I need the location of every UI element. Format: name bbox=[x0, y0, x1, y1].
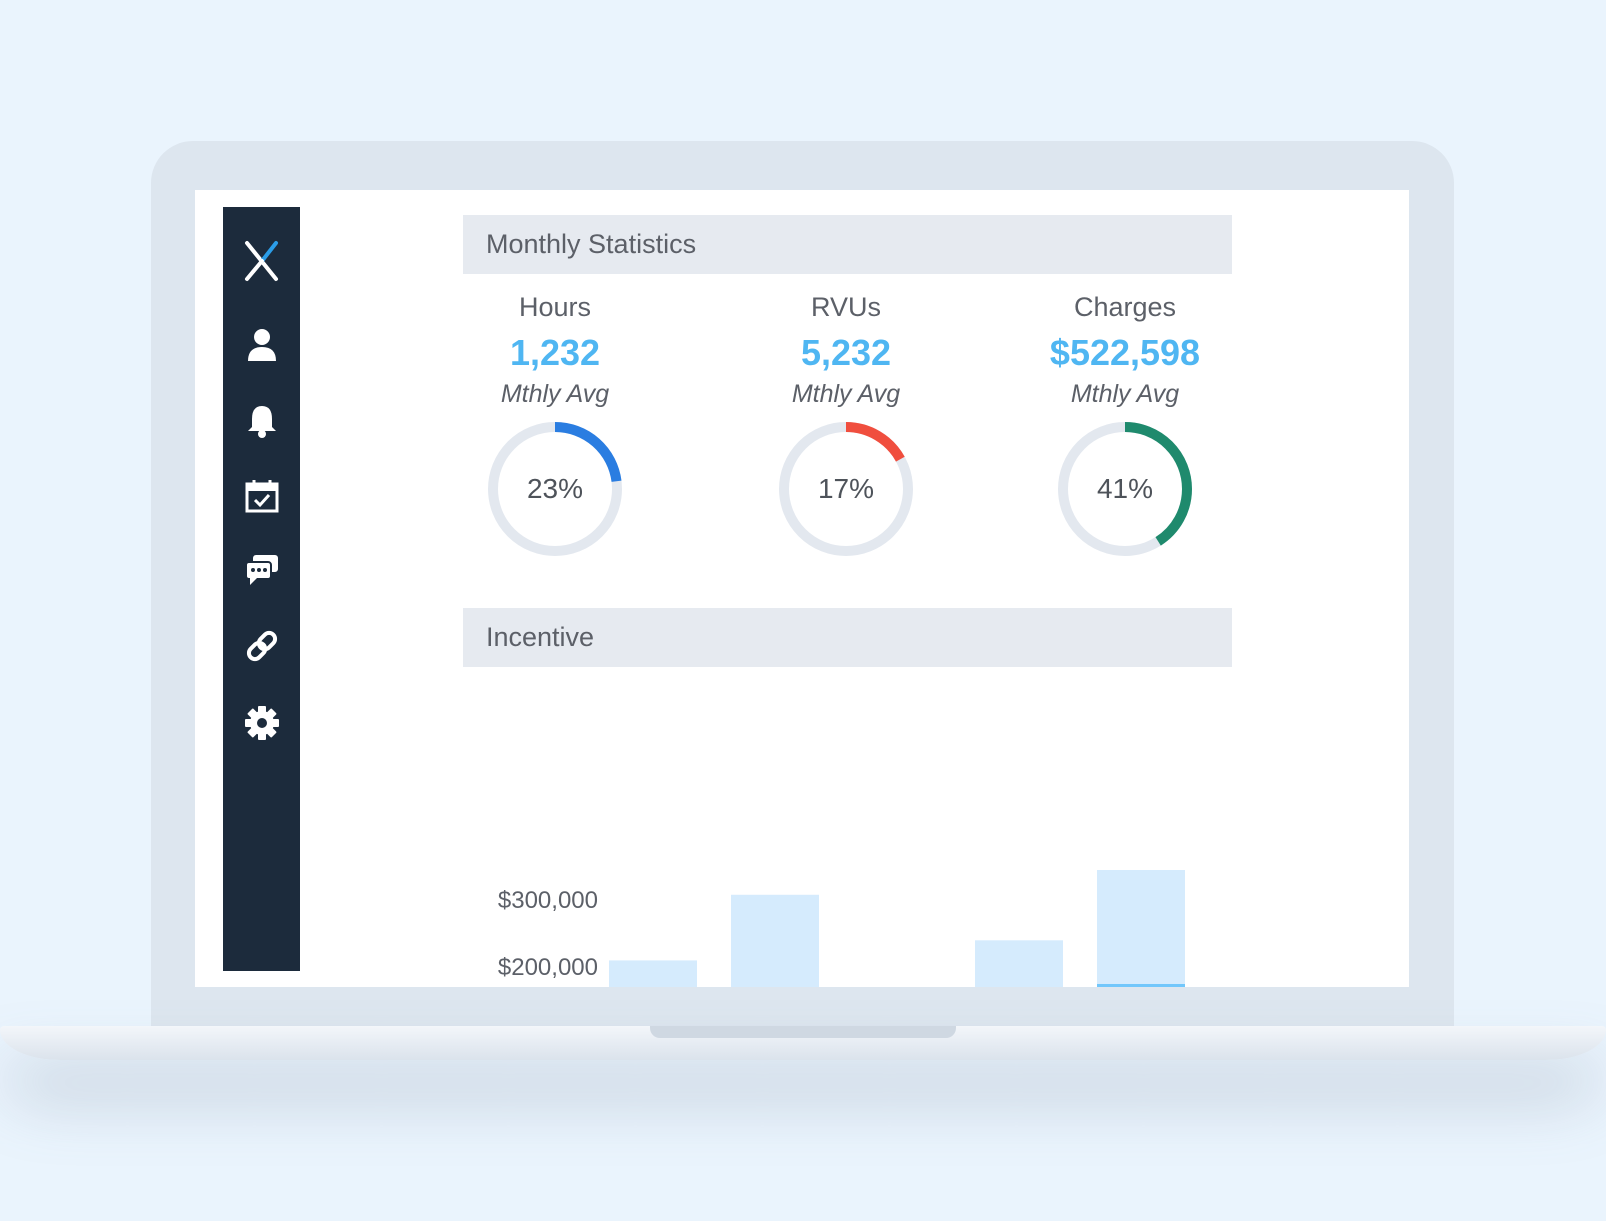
ring-percent: 41% bbox=[1096, 473, 1154, 504]
user-icon[interactable] bbox=[223, 323, 300, 367]
bar-jan-segment-1 bbox=[609, 960, 697, 987]
bar-feb-segment-1 bbox=[731, 894, 819, 987]
chat-icon[interactable] bbox=[223, 548, 300, 592]
sidebar bbox=[223, 207, 300, 971]
stat-rvus: RVUs 5,232 Mthly Avg 17% bbox=[716, 292, 976, 572]
ring-progress-arc bbox=[779, 422, 913, 556]
gear-icon[interactable] bbox=[223, 701, 300, 745]
bar-may-segment-1 bbox=[1097, 870, 1185, 984]
incentive-header: Incentive bbox=[463, 608, 1232, 667]
stat-subtitle: Mthly Avg bbox=[791, 380, 901, 408]
logo-x-icon[interactable] bbox=[223, 239, 300, 283]
progress-ring bbox=[779, 422, 913, 556]
ring-progress-arc bbox=[488, 422, 622, 556]
bell-icon[interactable] bbox=[223, 399, 300, 443]
bar-apr-segment-1 bbox=[975, 940, 1063, 987]
stat-label: Charges bbox=[1073, 292, 1177, 322]
ring-percent: 17% bbox=[817, 473, 875, 504]
stat-hours: Hours 1,232 Mthly Avg 23% bbox=[425, 292, 685, 572]
y-tick-label: $200,000 bbox=[498, 954, 598, 981]
laptop-notch bbox=[650, 1026, 956, 1038]
monthly-statistics-header: Monthly Statistics bbox=[463, 215, 1232, 274]
y-tick-label: $300,000 bbox=[498, 887, 598, 914]
app-screen: Monthly Statistics Hours 1,232 Mthly Avg… bbox=[195, 190, 1409, 987]
stat-label: Hours bbox=[518, 292, 592, 322]
incentive-title: Incentive bbox=[486, 622, 595, 652]
link-icon[interactable] bbox=[223, 624, 300, 668]
ring-progress-arc bbox=[1058, 422, 1192, 556]
stat-value: $522,598 bbox=[1049, 332, 1201, 373]
monthly-statistics-title: Monthly Statistics bbox=[486, 229, 697, 259]
calendar-check-icon[interactable] bbox=[223, 474, 300, 518]
progress-ring bbox=[488, 422, 622, 556]
stat-label: RVUs bbox=[810, 292, 882, 322]
stat-subtitle: Mthly Avg bbox=[1070, 380, 1180, 408]
ring-percent: 23% bbox=[526, 473, 584, 504]
stat-charges: Charges $522,598 Mthly Avg 41% bbox=[995, 292, 1255, 572]
stat-subtitle: Mthly Avg bbox=[500, 380, 610, 408]
stat-value: 1,232 bbox=[509, 332, 601, 373]
bar-may-segment-0 bbox=[1097, 983, 1185, 987]
stat-value: 5,232 bbox=[800, 332, 892, 373]
progress-ring bbox=[1058, 422, 1192, 556]
